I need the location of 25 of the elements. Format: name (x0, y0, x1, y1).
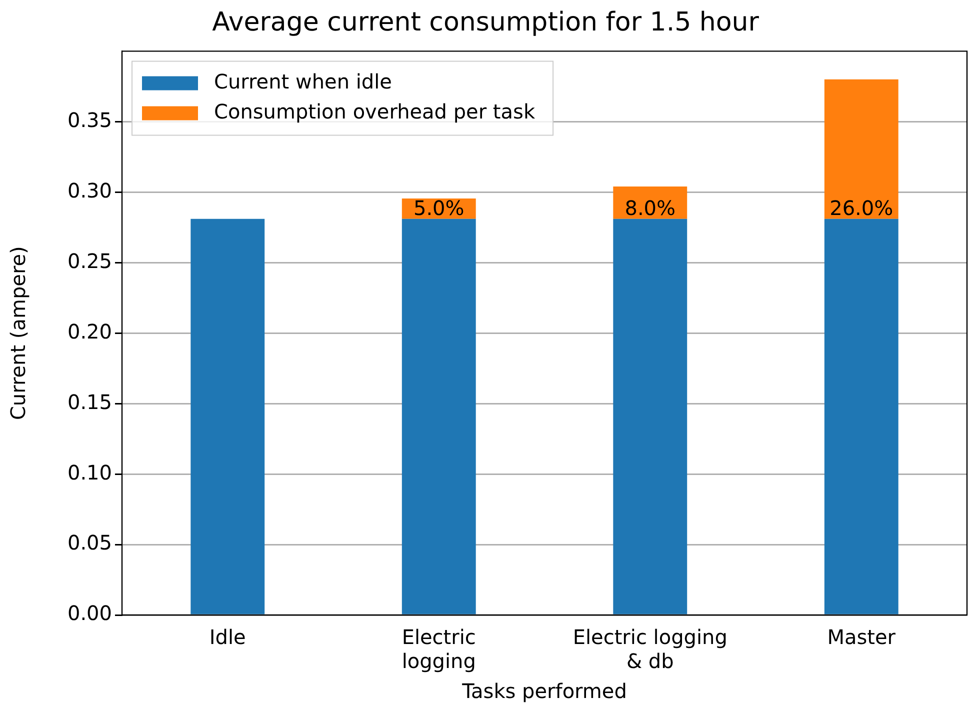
legend-label: Current when idle (214, 69, 392, 94)
y-tick-label: 0.25 (67, 248, 112, 273)
x-axis-title: Tasks performed (461, 679, 627, 704)
y-tick-label: 0.05 (67, 530, 112, 555)
bar (824, 79, 898, 219)
annotation: 5.0% (413, 196, 464, 220)
y-tick-label: 0.10 (67, 460, 112, 484)
x-tick-label: Idle (209, 625, 246, 650)
chart-title: Average current consumption for 1.5 hour (212, 7, 760, 38)
x-tick-label: Master (827, 625, 896, 650)
annotation: 26.0% (830, 196, 894, 220)
y-tick-label: 0.00 (67, 601, 112, 626)
annotation: 8.0% (624, 196, 676, 220)
bar (613, 218, 688, 614)
x-tick-label: Electric logging & db (572, 625, 728, 674)
y-tick-label: 0.15 (67, 390, 112, 414)
bar (402, 218, 476, 614)
bar (190, 218, 265, 614)
bar (824, 218, 898, 614)
y-tick-label: 0.20 (67, 319, 112, 344)
y-tick-label: 0.30 (67, 178, 112, 202)
legend-label: Consumption overhead per task (214, 99, 536, 124)
y-tick-label: 0.35 (67, 108, 112, 132)
x-tick-label: Electric logging (402, 625, 476, 674)
y-axis-title: Current (ampere) (6, 246, 30, 420)
